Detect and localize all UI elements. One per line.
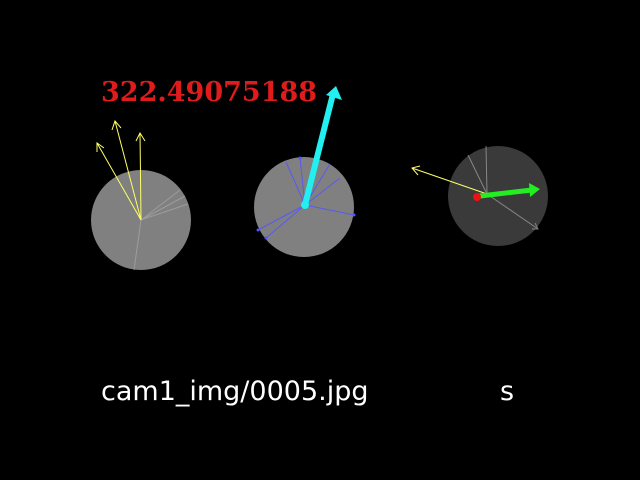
sphere-left-yellow-rays bbox=[96, 120, 146, 221]
sphere-right bbox=[411, 145, 548, 246]
sphere-left-mesh-lines bbox=[133, 189, 189, 271]
sphere-middle-blue-rays bbox=[257, 157, 355, 239]
sphere-middle bbox=[254, 86, 356, 257]
sphere-left bbox=[91, 120, 191, 271]
red-dot bbox=[473, 193, 481, 201]
sphere-right-mesh-lines bbox=[467, 145, 539, 230]
green-arrow bbox=[477, 183, 540, 199]
cyan-arrow bbox=[301, 86, 342, 209]
value-readout: 322.49075188 bbox=[101, 77, 317, 108]
sphere-middle-blue-markers bbox=[256, 156, 356, 240]
sphere-right-yellow-ray bbox=[411, 165, 488, 195]
image-path-label: cam1_img/0005.jpg bbox=[101, 376, 368, 407]
key-label: s bbox=[500, 376, 514, 407]
